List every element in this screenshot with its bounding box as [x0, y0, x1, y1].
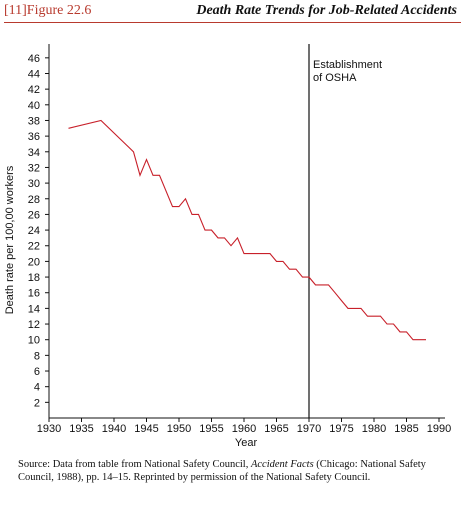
y-tick-label: 30 — [28, 178, 40, 190]
y-tick-label: 14 — [28, 303, 40, 315]
y-tick-label: 26 — [28, 209, 40, 221]
osha-annotation-line-1: Establishment — [313, 59, 382, 71]
x-tick-label: 1985 — [394, 423, 418, 435]
x-tick-label: 1940 — [102, 423, 126, 435]
x-tick-label: 1930 — [37, 423, 61, 435]
y-tick-label: 42 — [28, 84, 40, 96]
y-tick-label: 18 — [28, 272, 40, 284]
source-note-suffix: (Chicago: National Safety Council, 1988)… — [18, 459, 426, 483]
y-tick-label: 8 — [34, 350, 40, 362]
x-tick-label: 1975 — [329, 423, 353, 435]
header-rule — [4, 22, 461, 23]
y-tick-label: 10 — [28, 335, 40, 347]
y-tick-label: 40 — [28, 100, 40, 112]
source-note-prefix: Source: Data from table from National Sa… — [18, 459, 251, 470]
x-tick-label: 1970 — [297, 423, 321, 435]
x-tick-label: 1965 — [264, 423, 288, 435]
figure-title: Death Rate Trends for Job-Related Accide… — [196, 3, 457, 18]
x-tick-label: 1955 — [199, 423, 223, 435]
source-note-publication: Accident Facts — [250, 459, 314, 470]
line-chart: 2468101214161820222426283032343638404244… — [4, 44, 451, 449]
y-axis-title: Death rate per 100,00 workers — [4, 165, 16, 314]
y-tick-label: 24 — [28, 225, 40, 237]
x-tick-label: 1950 — [167, 423, 191, 435]
y-tick-label: 4 — [34, 382, 40, 394]
y-tick-label: 16 — [28, 288, 40, 300]
y-tick-label: 12 — [28, 319, 40, 331]
y-tick-label: 44 — [28, 68, 40, 80]
y-tick-label: 22 — [28, 241, 40, 253]
y-axis-ticks: 2468101214161820222426283032343638404244… — [28, 53, 49, 409]
x-tick-label: 1980 — [362, 423, 386, 435]
death-rate-series-line — [68, 119, 426, 341]
y-tick-label: 34 — [28, 147, 40, 159]
y-tick-label: 2 — [34, 397, 40, 409]
source-note: Source: Data from table from National Sa… — [18, 458, 458, 484]
x-tick-label: 1935 — [69, 423, 93, 435]
x-tick-label: 1960 — [232, 423, 256, 435]
x-tick-label: 1945 — [134, 423, 158, 435]
y-tick-label: 6 — [34, 366, 40, 378]
x-axis-ticks: 1930 1935 1940 1945 1950 1955 1960 1965 1970 1975… — [37, 418, 451, 435]
osha-annotation-line-2: of OSHA — [313, 72, 357, 84]
y-tick-label: 28 — [28, 194, 40, 206]
figure-header: [11]Figure 22.6 Death Rate Trends for Jo… — [0, 0, 465, 26]
x-tick-label: 1990 — [427, 423, 451, 435]
y-tick-label: 20 — [28, 256, 40, 268]
y-tick-label: 38 — [28, 115, 40, 127]
figure-number: [11]Figure 22.6 — [4, 3, 92, 18]
y-tick-label: 36 — [28, 131, 40, 143]
x-axis-title: Year — [235, 437, 258, 449]
y-tick-label: 32 — [28, 162, 40, 174]
y-tick-label: 46 — [28, 53, 40, 65]
